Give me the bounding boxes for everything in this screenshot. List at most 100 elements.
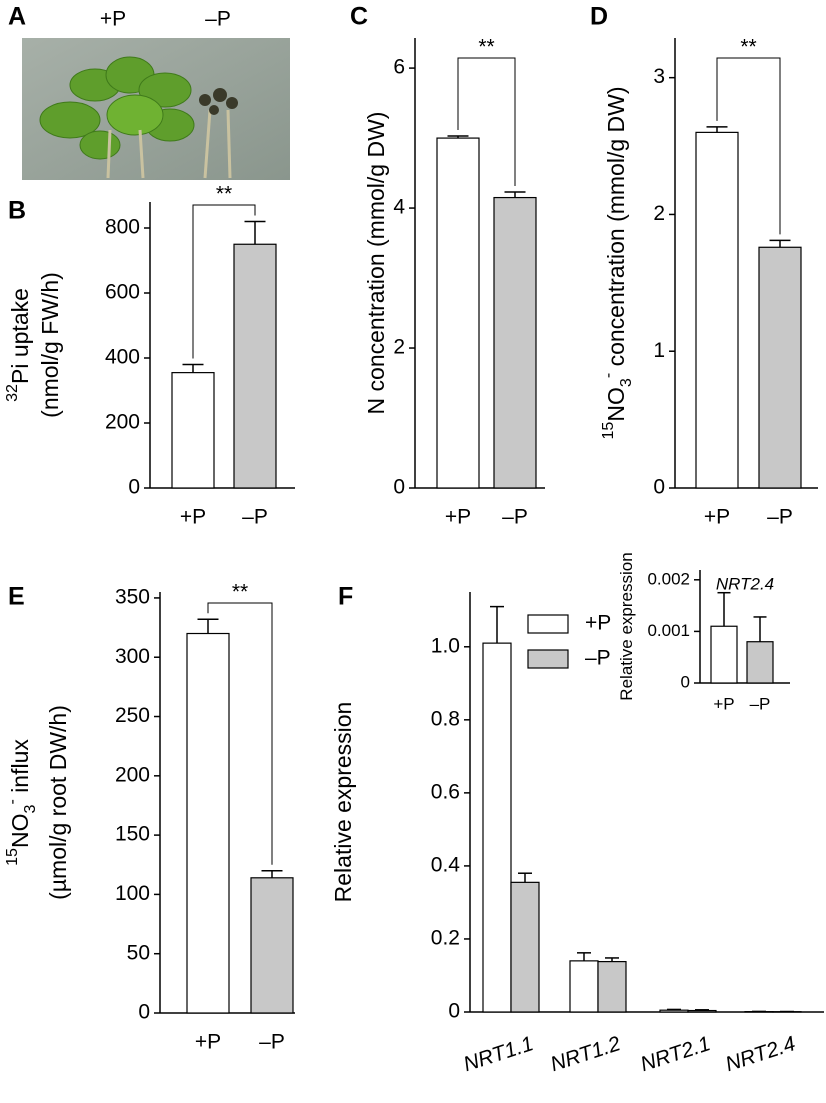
y-tick-label: 2 [653, 202, 665, 225]
x-tick-label: +P [704, 506, 730, 529]
panel-letter: F [338, 583, 353, 611]
y-tick-label: 0 [393, 476, 405, 499]
y-tick-label: 150 [115, 823, 150, 846]
y-tick-label: 0 [681, 672, 690, 691]
photo-label: –P [205, 8, 231, 31]
error-bar [769, 239, 791, 248]
legend-label: –P [585, 647, 611, 670]
error-bar [182, 363, 204, 373]
bar [746, 641, 774, 684]
y-tick-label: 250 [115, 704, 150, 727]
bar [436, 137, 480, 489]
significance-bracket [207, 602, 273, 865]
y-tick-label: 800 [105, 216, 140, 239]
y-axis-label-part: (µmol/g root DW/h) [45, 705, 71, 900]
error-bar [490, 605, 504, 644]
panel-letter: E [8, 583, 25, 611]
error-bar [244, 220, 266, 245]
error-bar [577, 952, 591, 961]
y-tick-label: 1 [653, 339, 665, 362]
error-bar [667, 1008, 681, 1011]
y-tick-label: 400 [105, 346, 140, 369]
error-bar [504, 191, 526, 198]
x-tick-label: NRT1.1 [461, 1032, 537, 1076]
y-tick-label: 600 [105, 281, 140, 304]
panel-letter: A [8, 3, 26, 31]
y-tick-label: 0.002 [647, 569, 690, 588]
chart-title: NRT2.4 [716, 574, 774, 593]
panel-letter: B [8, 197, 26, 225]
y-axis-label-part: 3 [617, 378, 635, 387]
error-bar [518, 872, 532, 883]
y-tick-label: 50 [127, 941, 150, 964]
significance-bracket [716, 57, 781, 235]
x-tick-label: NRT2.1 [638, 1032, 714, 1076]
y-axis-label-part: Relative expression [330, 702, 356, 903]
legend-swatch [527, 614, 569, 634]
y-tick-label: 0.2 [431, 927, 460, 950]
x-tick-label: +P [195, 1031, 221, 1054]
legend-swatch [527, 649, 569, 669]
y-tick-label: 200 [105, 411, 140, 434]
y-axis-label-part: 15 [3, 848, 21, 866]
x-tick-label: –P [502, 506, 528, 529]
x-tick-label: NRT1.2 [548, 1032, 624, 1076]
legend-label: +P [585, 612, 611, 635]
x-tick-label: +P [713, 694, 734, 713]
x-tick-label: –P [242, 506, 268, 529]
y-tick-label: 6 [393, 56, 405, 79]
y-tick-label: 1.0 [431, 634, 460, 657]
y-tick-label: 0.6 [431, 780, 460, 803]
y-axis-label: (nmol/g FW/h) [37, 272, 63, 418]
bar [758, 246, 802, 489]
error-bar [695, 1009, 709, 1011]
y-tick-label: 300 [115, 645, 150, 668]
bar [695, 131, 739, 489]
y-tick-label: 0 [138, 1001, 150, 1024]
bar [171, 372, 215, 489]
significance-bracket [457, 57, 516, 186]
y-tick-label: 0 [448, 1000, 460, 1023]
bar [687, 1009, 717, 1013]
error-bar [753, 616, 767, 642]
bar [569, 960, 599, 1013]
error-bar [261, 869, 283, 878]
x-tick-label: –P [750, 694, 771, 713]
significance-bracket [192, 204, 256, 359]
y-axis-label: 15NO3- influx [3, 739, 39, 866]
y-axis-label-part: Relative expression [617, 552, 636, 700]
y-tick-label: 0.001 [647, 621, 690, 640]
y-tick-label: 350 [115, 585, 150, 608]
photo-label: +P [100, 8, 126, 31]
bar [710, 625, 738, 684]
error-bar [447, 135, 469, 139]
bar [186, 632, 230, 1014]
x-tick-label: –P [259, 1031, 285, 1054]
y-axis-label: Relative expression [617, 552, 636, 700]
panel-letter: D [590, 3, 608, 31]
y-axis-label: (µmol/g root DW/h) [45, 705, 71, 900]
y-axis-label-part: NO [7, 814, 33, 849]
bar [233, 243, 277, 489]
bar [597, 960, 627, 1013]
bar [510, 881, 540, 1013]
y-axis-label-part: concentration (mmol/g DW) [603, 86, 629, 372]
y-tick-label: 200 [115, 763, 150, 786]
bar [250, 877, 294, 1014]
y-axis-label-part: - [3, 799, 21, 804]
y-axis-label-part: - [599, 373, 617, 378]
y-axis-label-part: influx [7, 739, 33, 800]
error-bar [197, 618, 219, 634]
y-axis-label: 15NO3- concentration (mmol/g DW) [599, 86, 635, 439]
x-tick-label: +P [180, 506, 206, 529]
y-tick-label: 0.4 [431, 853, 461, 876]
error-bar [605, 957, 619, 962]
x-tick-label: +P [445, 506, 471, 529]
error-bar [717, 591, 731, 627]
y-axis-label-part: N concentration (mmol/g DW) [363, 112, 389, 415]
y-tick-label: 0 [128, 476, 140, 499]
y-tick-label: 100 [115, 882, 150, 905]
y-axis-label: N concentration (mmol/g DW) [363, 112, 389, 415]
significance-label: ** [740, 36, 756, 59]
